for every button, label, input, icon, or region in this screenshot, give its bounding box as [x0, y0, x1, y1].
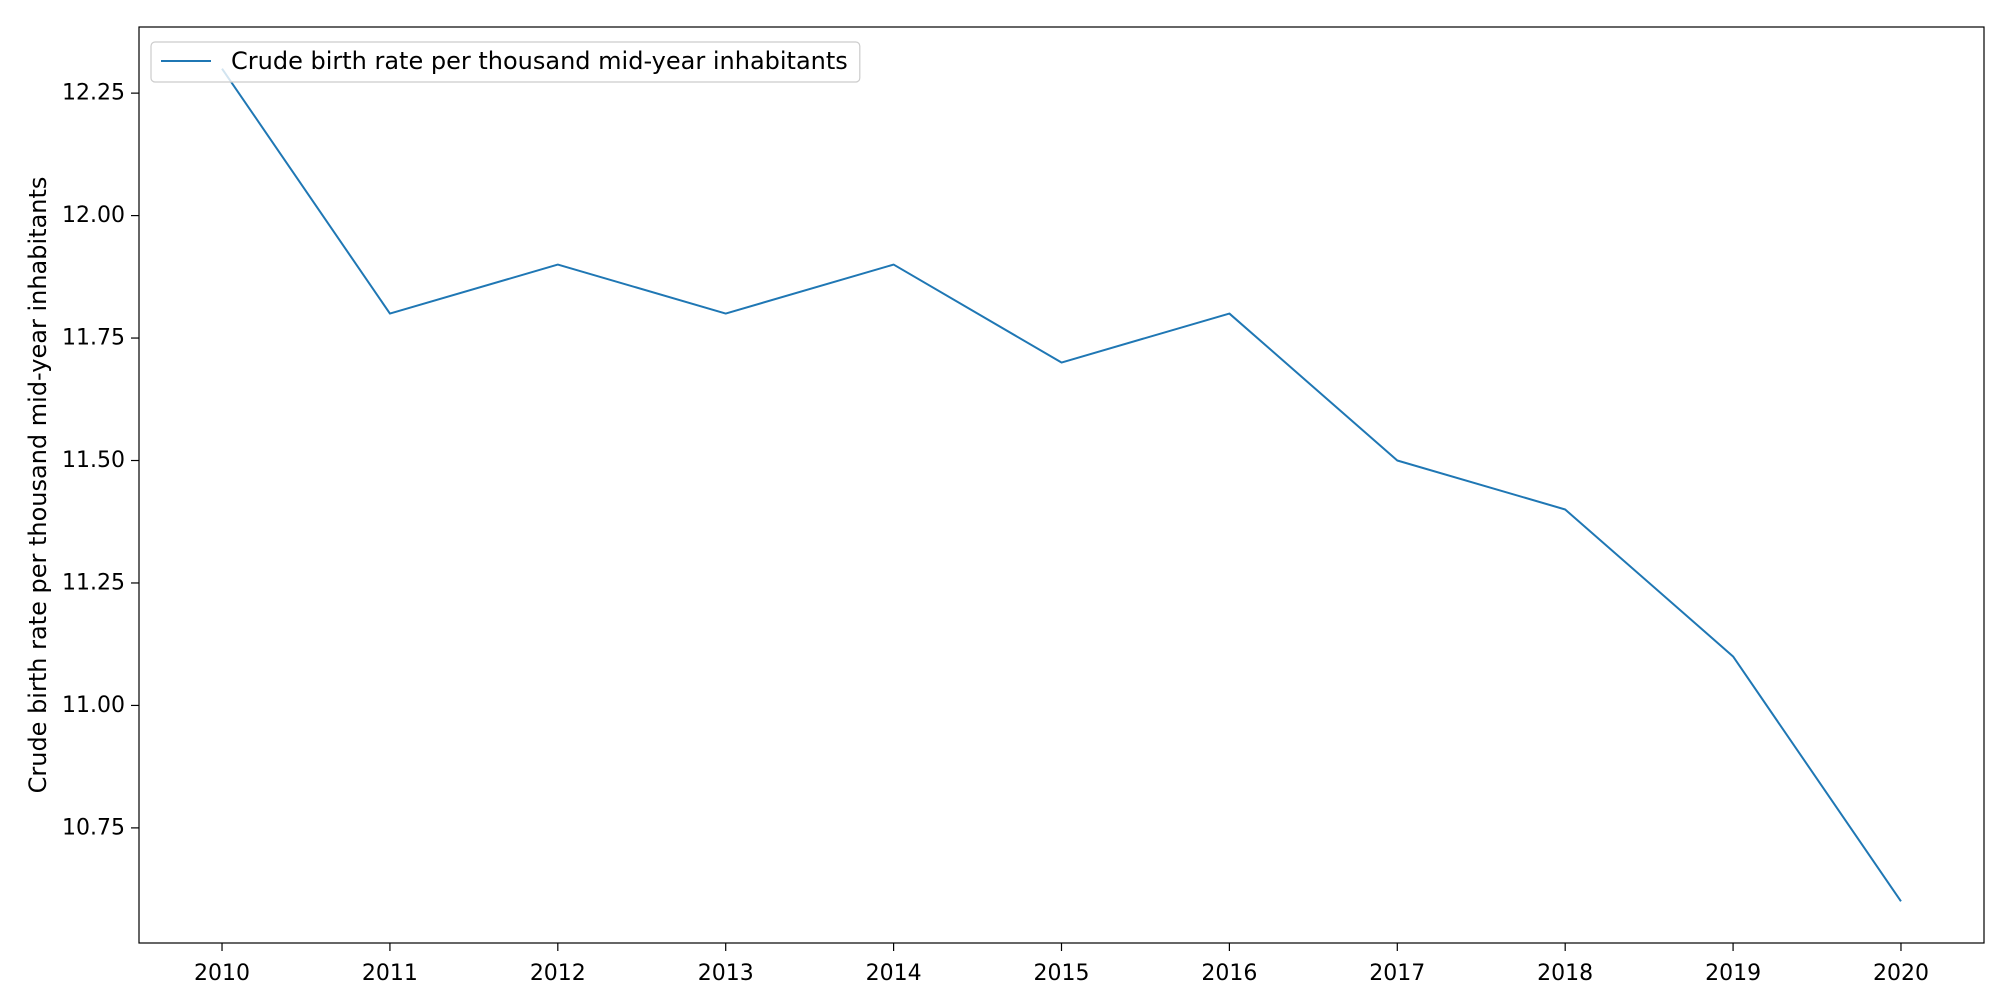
y-tick-label: 11.25 — [62, 570, 125, 595]
y-tick-label: 11.50 — [62, 448, 125, 473]
x-tick-label: 2013 — [698, 961, 754, 986]
y-tick-label: 12.25 — [62, 81, 125, 106]
y-axis: 10.75 11.00 11.25 11.50 11.75 12.00 12.25 — [62, 81, 139, 840]
x-tick-label: 2016 — [1201, 961, 1257, 986]
x-tick-label: 2011 — [362, 961, 418, 986]
legend-label: Crude birth rate per thousand mid-year i… — [231, 47, 848, 75]
series-line — [221, 68, 1902, 902]
x-tick-label: 2019 — [1705, 961, 1761, 986]
x-tick-label: 2015 — [1034, 961, 1090, 986]
y-axis-label: Crude birth rate per thousand mid-year i… — [24, 177, 52, 794]
legend: Crude birth rate per thousand mid-year i… — [150, 41, 861, 83]
legend-box — [150, 41, 861, 83]
y-tick-label: 10.75 — [62, 815, 125, 840]
x-tick-label: 2014 — [866, 961, 922, 986]
series-layer — [221, 68, 1902, 902]
x-tick-label: 2017 — [1369, 961, 1425, 986]
y-tick-label: 11.75 — [62, 326, 125, 351]
x-tick-label: 2012 — [530, 961, 586, 986]
plot-area-frame — [138, 26, 1985, 944]
x-tick-label: 2010 — [194, 961, 250, 986]
y-tick-label: 12.00 — [62, 203, 125, 228]
y-tick-label: 11.00 — [62, 693, 125, 718]
x-tick-label: 2020 — [1873, 961, 1929, 986]
x-tick-label: 2018 — [1537, 961, 1593, 986]
x-axis: 2010 2011 2012 2013 2014 2015 2016 2017 2018 2019… — [194, 943, 1929, 986]
